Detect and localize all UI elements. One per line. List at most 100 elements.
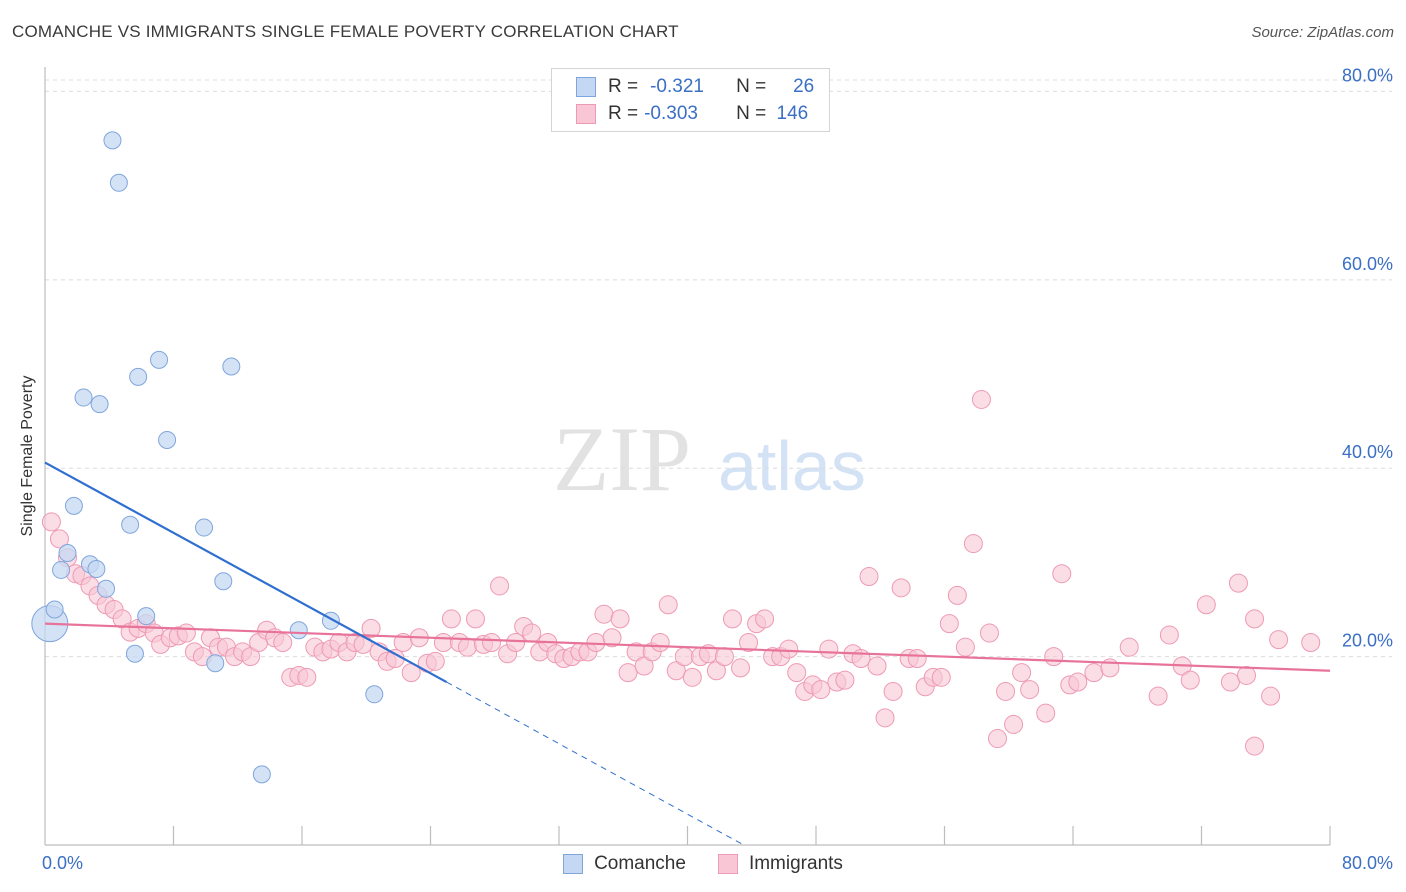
immigrants-point <box>1036 703 1056 723</box>
immigrants-point <box>658 595 678 615</box>
r-label: R = <box>608 76 639 97</box>
legend-item-comanche: Comanche <box>563 853 686 875</box>
comanche-point <box>52 560 71 579</box>
immigrants-point <box>1269 630 1289 650</box>
immigrants-point <box>457 637 477 657</box>
immigrants-point <box>835 670 855 690</box>
immigrants-point <box>787 663 807 683</box>
ticks <box>172 826 1331 845</box>
immigrants-point <box>490 576 510 596</box>
comanche-point <box>252 765 271 784</box>
immigrants-point <box>1119 637 1139 657</box>
immigrants-point <box>465 609 485 629</box>
comanche-point <box>103 131 122 150</box>
immigrants-point <box>49 529 69 549</box>
immigrants-point <box>1245 609 1265 629</box>
immigrants-point <box>739 632 759 652</box>
immigrants-point <box>1004 714 1024 734</box>
immigrants-legend-label: Immigrants <box>748 853 843 874</box>
immigrants-point <box>1180 670 1200 690</box>
immigrants-point <box>273 632 293 652</box>
immigrants-point <box>610 609 630 629</box>
immigrants-point <box>297 667 317 687</box>
y-tick-label: 20.0% <box>1342 631 1393 651</box>
immigrants-point <box>666 661 686 681</box>
comanche-point <box>365 685 384 704</box>
immigrants-point <box>441 609 461 629</box>
y-axis-label: Single Female Poverty <box>19 375 36 537</box>
immigrants-point <box>1012 663 1032 683</box>
comanche-point <box>64 496 83 515</box>
immigrants-point <box>859 567 879 587</box>
immigrants-point <box>1159 625 1179 645</box>
comanche-legend-swatch <box>563 854 584 874</box>
r-label: R = <box>608 103 639 124</box>
immigrants-point <box>851 648 871 668</box>
source-label: Source: ZipAtlas.com <box>1251 24 1394 41</box>
comanche-points <box>31 131 384 784</box>
comanche-point <box>158 430 177 449</box>
immigrants-point <box>425 651 445 671</box>
immigrants-point <box>433 632 453 652</box>
immigrants-point <box>714 647 734 667</box>
trend-lines <box>44 461 1331 846</box>
immigrants-point <box>602 628 622 648</box>
immigrants-r-value: -0.303 <box>644 103 698 124</box>
watermark-atlas: atlas <box>718 427 866 505</box>
tick-labels: 20.0% 40.0% 60.0% 80.0% 0.0% 80.0% <box>42 65 1393 873</box>
immigrants-point <box>41 512 61 532</box>
comanche-point <box>289 621 308 640</box>
comanche-point <box>129 367 148 386</box>
immigrants-point <box>1301 632 1321 652</box>
immigrants-point <box>682 667 702 687</box>
comanche-legend-label: Comanche <box>594 853 686 874</box>
comanche-point <box>45 600 64 619</box>
immigrants-point <box>1220 672 1240 692</box>
immigrants-point <box>1261 686 1281 706</box>
comanche-point <box>97 579 116 598</box>
immigrants-point <box>1245 736 1265 756</box>
immigrants-point <box>819 639 839 659</box>
immigrants-point <box>634 656 654 676</box>
immigrants-point <box>779 639 799 659</box>
immigrants-point <box>931 667 951 687</box>
comanche-trend-line <box>44 461 448 684</box>
immigrants-point <box>1196 595 1216 615</box>
comanche-point <box>109 173 128 192</box>
immigrants-point <box>618 663 638 683</box>
immigrants-point <box>883 681 903 701</box>
immigrants-point <box>996 681 1016 701</box>
series-legend: Comanche Immigrants <box>0 853 1406 875</box>
comanche-point <box>195 518 214 537</box>
x-tick-label-max: 80.0% <box>1342 853 1393 873</box>
immigrants-point <box>1228 573 1248 593</box>
comanche-point <box>206 654 225 673</box>
comanche-point <box>137 607 156 626</box>
comanche-point <box>90 395 109 414</box>
immigrants-point <box>867 656 887 676</box>
immigrants-point <box>522 623 542 643</box>
immigrants-point <box>875 708 895 728</box>
comanche-r-value: -0.321 <box>650 76 704 97</box>
immigrants-point <box>594 604 614 624</box>
comanche-point <box>74 388 93 407</box>
immigrants-point <box>963 534 983 554</box>
comanche-point <box>222 357 241 376</box>
immigrants-points <box>41 389 1321 756</box>
immigrants-point <box>731 658 751 678</box>
immigrants-point <box>1052 564 1072 584</box>
immigrants-point <box>722 609 742 629</box>
immigrants-point <box>674 647 694 667</box>
correlation-legend: R = -0.321 N = 26 R = -0.303 N = 146 <box>551 68 830 132</box>
immigrants-trend-line <box>44 622 1331 672</box>
y-tick-label: 40.0% <box>1342 442 1393 462</box>
comanche-trend-extension <box>446 681 744 846</box>
immigrants-point <box>891 578 911 598</box>
immigrants-point <box>1084 663 1104 683</box>
immigrants-point <box>241 647 261 667</box>
immigrants-point <box>1148 686 1168 706</box>
immigrants-swatch <box>576 104 596 124</box>
immigrants-point <box>939 614 959 634</box>
immigrants-point <box>361 618 381 638</box>
